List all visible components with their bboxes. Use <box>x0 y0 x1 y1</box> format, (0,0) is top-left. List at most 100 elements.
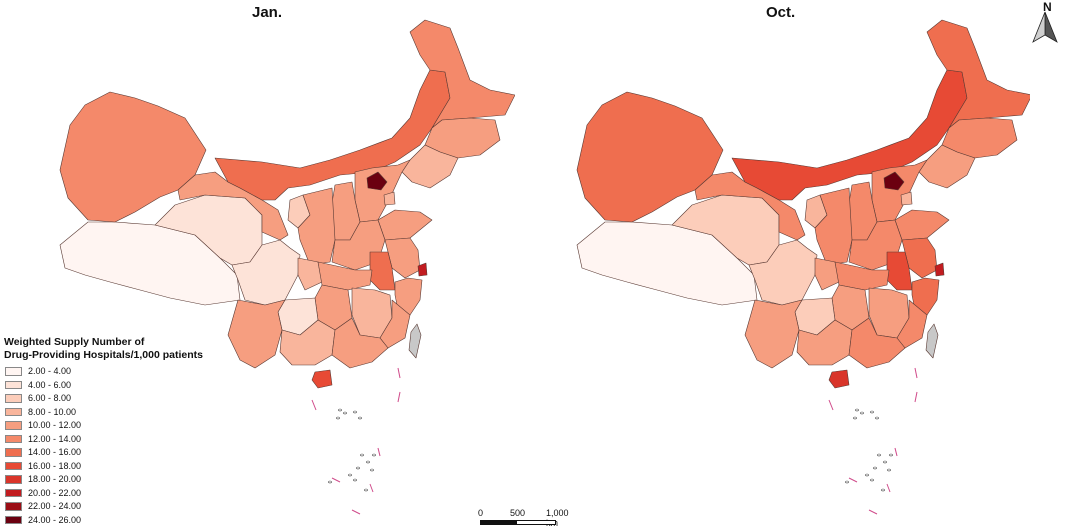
boundary-dash <box>868 509 878 515</box>
island <box>328 480 332 484</box>
legend-item: 20.00 - 22.00 <box>4 487 234 501</box>
boundary-dash <box>377 447 381 457</box>
scale-label-1000: 1,000 km <box>546 508 569 528</box>
legend-swatch <box>5 380 22 389</box>
province-beijing <box>883 171 905 191</box>
legend-item: 4.00 - 6.00 <box>4 379 234 393</box>
legend-title-line2: Drug-Providing Hospitals/1,000 patients <box>4 349 203 361</box>
legend-swatch <box>5 502 22 511</box>
boundary-dash <box>369 483 374 493</box>
boundary-dash <box>886 483 891 493</box>
island <box>360 453 364 457</box>
island <box>883 460 887 464</box>
province-taiwan <box>408 323 422 359</box>
island <box>372 453 376 457</box>
province-liaoning <box>918 144 976 189</box>
boundary-dash <box>397 367 401 379</box>
province-zhejiang <box>911 277 940 316</box>
legend-label: 18.00 - 20.00 <box>28 474 82 484</box>
island <box>889 453 893 457</box>
province-zhejiang <box>394 277 423 316</box>
province-yunnan <box>227 299 286 369</box>
island <box>343 411 347 415</box>
island <box>364 488 368 492</box>
island <box>881 488 885 492</box>
legend-swatch <box>5 461 22 470</box>
island <box>865 473 869 477</box>
north-arrow-icon <box>1032 11 1058 43</box>
legend-label: 2.00 - 4.00 <box>28 366 72 376</box>
legend-item: 14.00 - 16.00 <box>4 446 234 460</box>
scale-label-500: 500 <box>510 508 526 518</box>
province-shandong <box>894 209 950 241</box>
legend-label: 6.00 - 8.00 <box>28 393 72 403</box>
province-liaoning <box>401 144 459 189</box>
province-shanghai <box>417 262 428 277</box>
legend-swatch <box>5 515 22 524</box>
island <box>873 466 877 470</box>
legend-swatch <box>5 434 22 443</box>
island <box>855 408 859 412</box>
boundary-dash <box>848 477 858 483</box>
legend-item: 24.00 - 26.00 <box>4 514 234 528</box>
province-beijing <box>366 171 388 191</box>
island <box>875 416 879 420</box>
legend-swatch <box>5 407 22 416</box>
legend-item: 16.00 - 18.00 <box>4 460 234 474</box>
island <box>887 468 891 472</box>
island <box>860 411 864 415</box>
legend-item: 12.00 - 14.00 <box>4 433 234 447</box>
legend-label: 20.00 - 22.00 <box>28 487 82 498</box>
legend-swatch <box>5 394 22 403</box>
legend-items: 2.00 - 4.00 4.00 - 6.00 6.00 - 8.00 8.00 - … <box>4 365 234 527</box>
province-tianjin <box>900 191 913 206</box>
island <box>853 416 857 420</box>
map-title-jan: Jan. <box>252 4 283 21</box>
province-chongqing <box>814 257 840 291</box>
legend-swatch <box>5 488 22 497</box>
legend-label: 4.00 - 6.00 <box>28 379 72 390</box>
choropleth-map-jan <box>59 19 515 515</box>
legend-label: 24.00 - 26.00 <box>28 514 82 525</box>
island <box>366 460 370 464</box>
legend-item: 8.00 - 10.00 <box>4 406 234 420</box>
island <box>336 416 340 420</box>
province-shanghai <box>934 262 945 277</box>
province-gansu <box>177 171 289 241</box>
boundary-dash <box>397 391 401 403</box>
legend-title-line1: Weighted Supply Number of <box>4 336 145 348</box>
island <box>845 480 849 484</box>
compass-label: N <box>1043 0 1052 14</box>
province-guangdong <box>848 317 906 369</box>
province-hainan <box>828 369 850 389</box>
legend-label: 8.00 - 10.00 <box>28 406 77 417</box>
province-heilongjiang <box>926 19 1030 129</box>
island <box>348 473 352 477</box>
island <box>870 478 874 482</box>
province-guangdong <box>331 317 389 369</box>
legend: Weighted Supply Number of Drug-Providing… <box>4 336 234 527</box>
provinces <box>59 19 515 515</box>
province-tianjin <box>383 191 396 206</box>
island <box>870 410 874 414</box>
island <box>338 408 342 412</box>
province-tibet <box>576 221 758 306</box>
scale-bar: 0 500 1,000 km <box>478 508 569 528</box>
province-hainan <box>311 369 333 389</box>
province-taiwan <box>925 323 939 359</box>
legend-swatch <box>5 475 22 484</box>
boundary-dash <box>894 447 898 457</box>
scale-segment-black <box>480 520 516 525</box>
legend-label: 22.00 - 24.00 <box>28 501 82 511</box>
legend-swatch <box>5 421 22 430</box>
boundary-dash <box>331 477 341 483</box>
province-shandong <box>377 209 433 241</box>
legend-label: 16.00 - 18.00 <box>28 460 82 471</box>
legend-swatch <box>5 448 22 457</box>
boundary-dash <box>311 399 317 411</box>
scale-segment-white <box>516 520 556 525</box>
map-title-oct: Oct. <box>766 4 796 21</box>
scale-label-0: 0 <box>478 508 484 518</box>
province-gansu <box>694 171 806 241</box>
choropleth-map-oct <box>576 19 1030 515</box>
